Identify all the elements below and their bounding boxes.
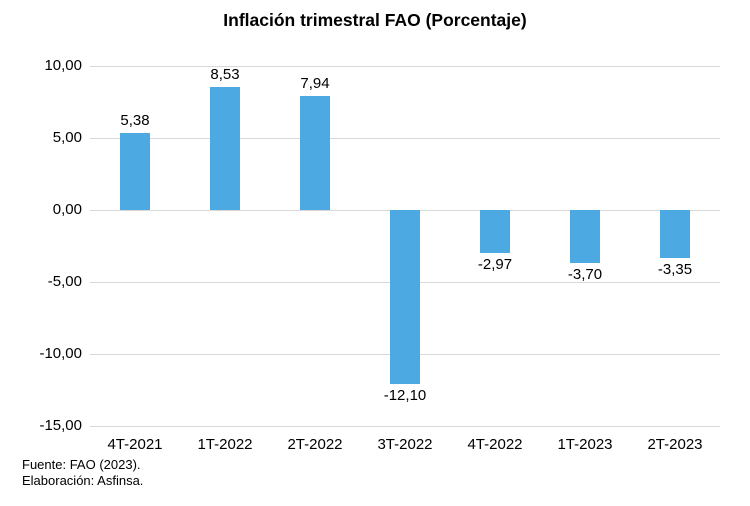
footer-notes: Fuente: FAO (2023). Elaboración: Asfinsa… [22, 457, 143, 489]
bar-value-label: -3,35 [657, 261, 693, 279]
chart-title: Inflación trimestral FAO (Porcentaje) [223, 10, 527, 30]
y-axis-tick-label: 10,00 [44, 57, 82, 74]
bar [300, 95, 330, 210]
y-axis-tick-label: -10,00 [39, 345, 82, 362]
bar [570, 210, 600, 264]
bar-value-label: -3,70 [567, 266, 603, 284]
source-note: Fuente: FAO (2023). [22, 457, 141, 472]
y-axis-tick-label: -5,00 [47, 273, 82, 290]
bar-value-label: 5,38 [120, 111, 150, 129]
x-axis-tick-label: 3T-2022 [377, 436, 433, 453]
bar [480, 210, 510, 253]
bar [660, 210, 690, 259]
x-axis-tick-label: 2T-2022 [287, 436, 343, 453]
gridline [90, 65, 720, 67]
x-axis-tick-label: 1T-2023 [557, 436, 613, 453]
gridline [90, 137, 720, 139]
x-axis-tick-label: 4T-2021 [107, 436, 163, 453]
y-axis-tick-label: 0,00 [52, 201, 82, 218]
x-axis-tick-label: 1T-2022 [197, 436, 253, 453]
y-axis-tick-label: -15,00 [39, 417, 82, 434]
bar [390, 210, 420, 385]
bar-value-label: 8,53 [210, 66, 240, 84]
bar [120, 132, 150, 210]
bar-value-label: 7,94 [300, 74, 330, 92]
bar-value-label: -2,97 [477, 255, 513, 273]
bar-value-label: -12,10 [383, 387, 427, 405]
x-axis-tick-label: 2T-2023 [647, 436, 703, 453]
elaboration-note: Elaboración: Asfinsa. [22, 473, 144, 488]
gridline [90, 425, 720, 427]
y-axis-tick-label: 5,00 [52, 129, 82, 146]
x-axis-tick-label: 4T-2022 [467, 436, 523, 453]
bar [210, 87, 240, 210]
